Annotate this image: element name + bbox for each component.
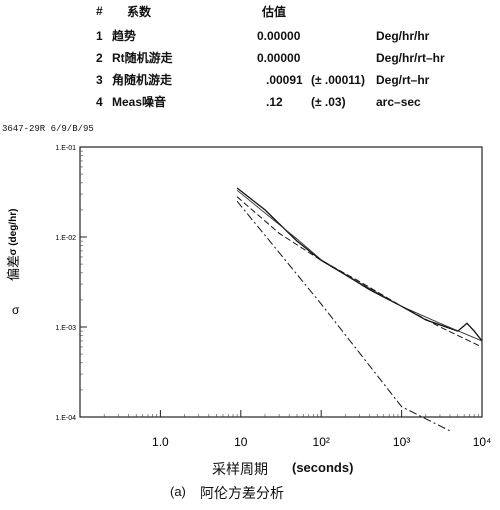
row-unit: arc–sec (376, 95, 421, 109)
series-line-dashdot-meas-noise (236, 200, 451, 432)
y-axis-sigma: σ (12, 303, 20, 317)
row-value: 0.00000 (257, 51, 301, 65)
x-tick-label: 1.0 (152, 435, 169, 449)
table-header-est: 估值 (262, 5, 287, 19)
row-number: 3 (96, 73, 103, 87)
row-number: 1 (96, 29, 103, 43)
series-line-solid-measured (236, 187, 483, 342)
row-unit: Deg/rt–hr (376, 73, 430, 87)
y-tick-label: 1.E-04 (55, 415, 76, 422)
row-error: (± .00011) (311, 73, 365, 87)
system-label: 3647-29R 6/9/B/95 (2, 124, 94, 134)
x-tick-label: 10³ (393, 435, 410, 449)
y-axis-label-chinese: 偏差 (7, 255, 22, 281)
plot-frame (79, 146, 483, 418)
x-tick-label: 10 (234, 435, 248, 449)
y-tick-label: 1.E-02 (55, 235, 76, 242)
y-axis-title: σ (deg/hr) (8, 209, 19, 256)
x-axis-label-chinese: 采样周期 (212, 462, 268, 478)
series-line-dashed-total (236, 196, 483, 348)
table-header-num: # (96, 4, 103, 18)
x-axis-label-unit: (seconds) (292, 460, 354, 475)
row-coefficient: Meas噪音 (112, 95, 167, 109)
series-line-solid-fit (236, 189, 483, 342)
row-value: .00091 (266, 73, 303, 87)
x-tick-label: 10⁴ (473, 435, 492, 449)
row-value: 0.00000 (257, 29, 301, 43)
row-unit: Deg/hr/hr (376, 29, 430, 43)
y-tick-label: 1.E-01 (55, 145, 76, 152)
row-coefficient: 趋势 (112, 29, 137, 43)
row-unit: Deg/hr/rt–hr (376, 51, 445, 65)
row-number: 2 (96, 51, 103, 65)
figure-caption: 阿伦方差分析 (200, 486, 284, 502)
row-error: (± .03) (311, 95, 346, 109)
x-tick-label: 10² (313, 435, 330, 449)
row-coefficient: Rt随机游走 (112, 51, 173, 65)
y-tick-label: 1.E-03 (55, 325, 76, 332)
caption-prefix: (a) (170, 484, 186, 499)
row-coefficient: 角随机游走 (112, 73, 173, 87)
table-header-coef: 系数 (127, 5, 152, 19)
row-value: .12 (266, 95, 283, 109)
row-number: 4 (96, 95, 103, 109)
